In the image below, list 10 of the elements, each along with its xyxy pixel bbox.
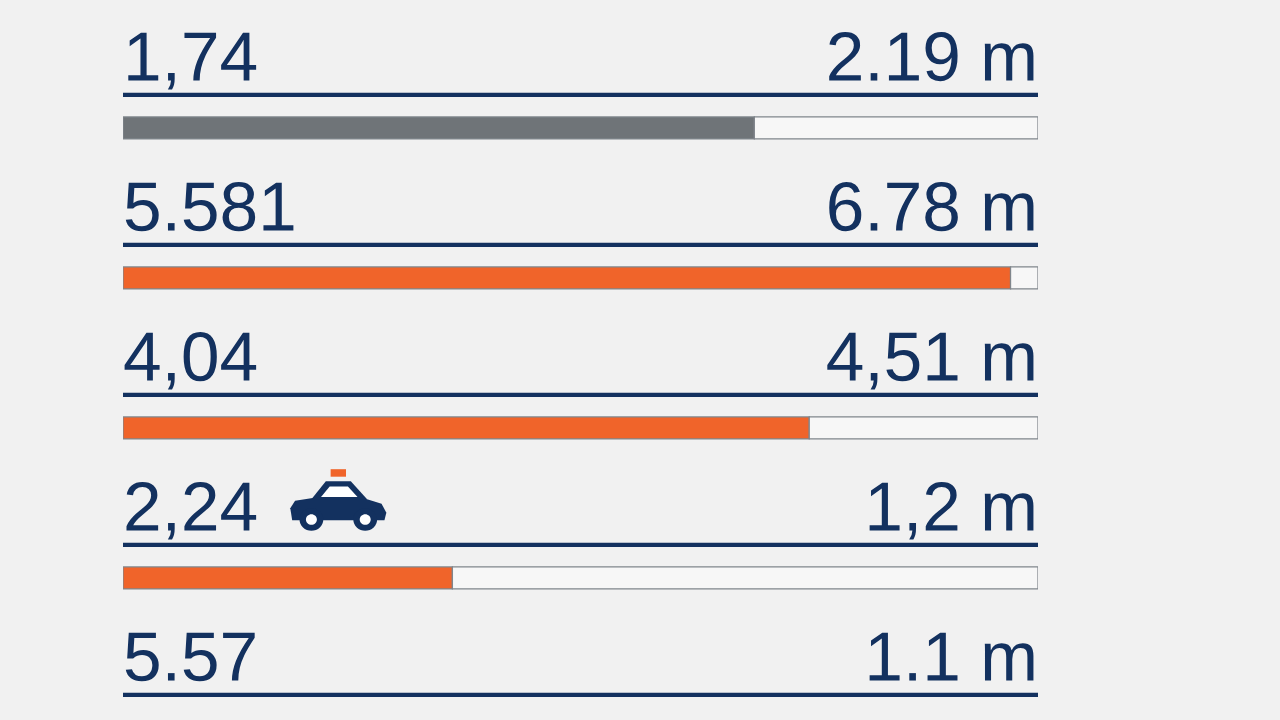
annotation: 1.1 m [869,632,1034,681]
y-tick-label: 1,74 [128,32,257,90]
annotation: 2.19 m [829,32,1034,82]
y-tick-label: 2,24 [126,482,257,540]
y-tick-label: 5.581 [125,182,294,232]
annotation: 4,51 m [827,332,1034,390]
annotation: 6.78 m [829,182,1034,232]
y-tick-label: 5.57 [125,632,255,682]
annotation: 1,2 m [869,482,1034,540]
y-tick-label: 4,04 [124,332,257,390]
